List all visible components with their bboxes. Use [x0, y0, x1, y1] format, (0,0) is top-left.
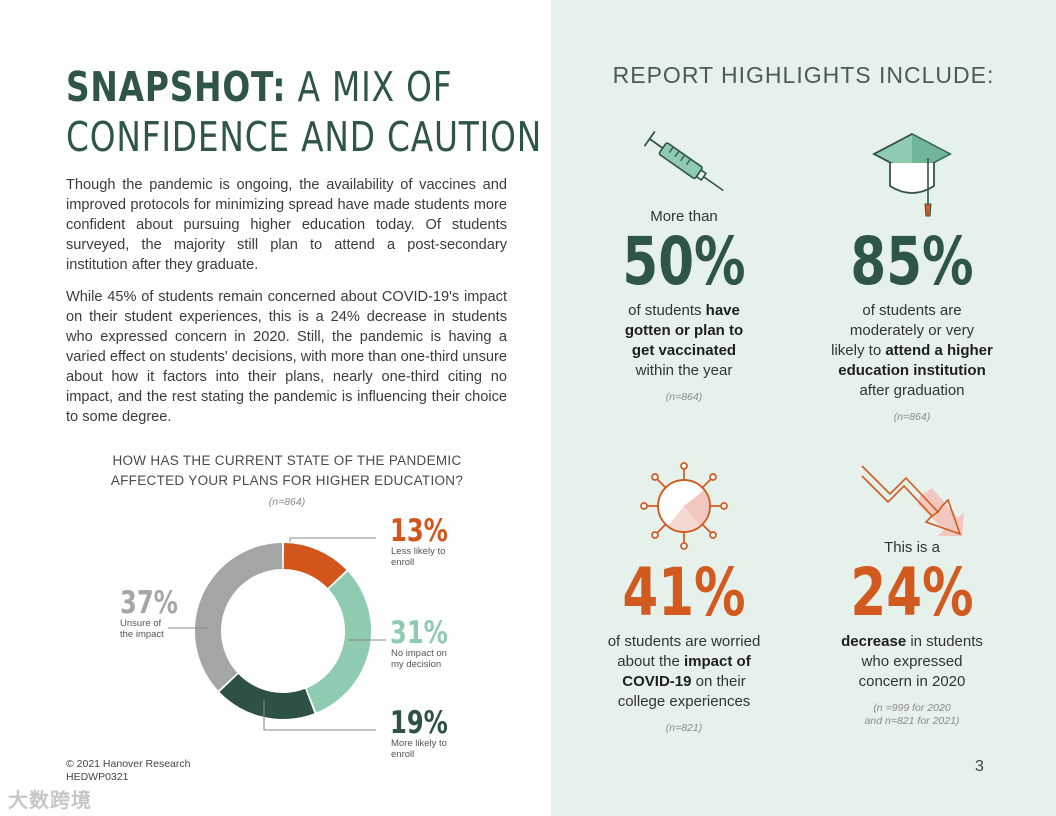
stat3-b2: COVID-19 [622, 673, 692, 690]
stat4-t2: who expressed [861, 653, 963, 670]
doc-code: HEDWP0321 [66, 770, 129, 783]
detail-paragraph: While 45% of students remain concerned a… [66, 289, 507, 425]
stat1-b2: gotten or plan to [624, 322, 744, 339]
stat3-t1: of students are worried [607, 633, 761, 650]
donut-slice-13 [283, 543, 347, 589]
stat1-t1: of students [628, 302, 706, 319]
page-number: 3 [975, 758, 984, 775]
right-panel [551, 0, 1056, 816]
copyright-text: © 2021 Hanover Research [66, 758, 191, 770]
slice-desc-19: More likely to enroll [391, 738, 447, 760]
stat-attend-higher-ed: 85% of students are moderately or very l… [806, 227, 1018, 424]
stat-covid-worry: 41% of students are worried about the im… [590, 558, 778, 735]
chart-title: HOW HAS THE CURRENT STATE OF THE PANDEMI… [110, 453, 464, 488]
highlights-title: REPORT HIGHLIGHTS INCLUDE: [612, 62, 995, 88]
leader-line-19 [263, 700, 376, 731]
chart-sample-size: (n=864) [268, 496, 306, 508]
stat2-text: of students are moderately or very likel… [806, 301, 1018, 401]
stat-vaccinated: More than 50% of students have gotten or… [594, 207, 774, 404]
stat4-t1: in students [906, 633, 983, 650]
stat2-t2: moderately or very [849, 322, 975, 339]
slice-pct-19: 19% [390, 705, 448, 741]
syringe-icon [643, 131, 724, 192]
stat2-b2: education institution [838, 362, 986, 379]
title-rest: A MIX OF [286, 63, 453, 111]
slice-desc-31: No impact on my decision [391, 648, 447, 670]
stat-concern-decrease: This is a 24% decrease in students who e… [816, 538, 1008, 728]
stat4-text: decrease in students who expressed conce… [816, 632, 1008, 692]
stat4-t3: concern in 2020 [858, 673, 966, 690]
stat4-n1: (n =999 for 2020 [873, 702, 951, 714]
slice-desc-13: Less likely to enroll [391, 546, 446, 568]
stat1-t2: within the year [635, 362, 733, 379]
slice-pct-13: 13% [390, 513, 448, 549]
graduation-cap-icon [872, 132, 952, 217]
donut-chart [168, 537, 386, 731]
slice-desc-37: Unsure of the impact [120, 618, 164, 640]
donut-slice-31 [306, 571, 372, 713]
slice-pct-31: 31% [390, 615, 448, 651]
left-panel [0, 0, 551, 816]
watermark-logo: 大数跨境 [8, 790, 92, 812]
stat3-b1: impact of [684, 653, 751, 670]
stat2-t1: of students are [862, 302, 962, 319]
stat1-sample-size: (n=864) [665, 391, 703, 403]
stat2-t3: likely to [831, 342, 886, 359]
page-title: SNAPSHOT: A MIX OF CONFIDENCE AND CAUTIO… [66, 62, 541, 162]
stat2-value: 85% [850, 223, 974, 300]
stat1-b3: get vaccinated [631, 342, 737, 359]
stat1-text: of students have gotten or plan to get v… [594, 301, 774, 381]
stat2-sample-size: (n=864) [893, 411, 931, 423]
intro-paragraph: Though the pandemic is ongoing, the avai… [66, 177, 507, 273]
stat4-sample-size: (n =999 for 2020 and n=821 for 2021) [816, 702, 1008, 728]
stat3-t2: about the [617, 653, 685, 670]
donut-slice-19 [219, 673, 315, 719]
slice-pct-37: 37% [120, 585, 178, 621]
title-line2: CONFIDENCE AND CAUTION [66, 113, 543, 161]
footer-copyright: © 2021 Hanover Research HEDWP0321 [66, 758, 190, 783]
stat1-value: 50% [622, 223, 746, 300]
stat1-b1: have [705, 302, 740, 319]
stat3-text: of students are worried about the impact… [590, 632, 778, 712]
stat4-prefix: This is a [884, 539, 940, 556]
leader-line-13 [289, 537, 376, 542]
stat3-t4: college experiences [617, 693, 751, 710]
stat2-t4: after graduation [859, 382, 965, 399]
stat3-t3: on their [691, 673, 746, 690]
virus-icon [640, 462, 728, 550]
trend-down-arrow-icon [861, 465, 964, 536]
title-bold: SNAPSHOT: [66, 63, 287, 111]
stat1-prefix: More than [650, 208, 718, 225]
stat2-b1: attend a higher [885, 342, 993, 359]
stat4-b1: decrease [841, 633, 907, 650]
stat3-sample-size: (n=821) [665, 722, 703, 734]
stat4-value: 24% [850, 554, 974, 631]
stat4-n2: and n=821 for 2021) [864, 715, 960, 727]
donut-slice-37 [194, 543, 283, 691]
stat3-value: 41% [622, 554, 746, 631]
